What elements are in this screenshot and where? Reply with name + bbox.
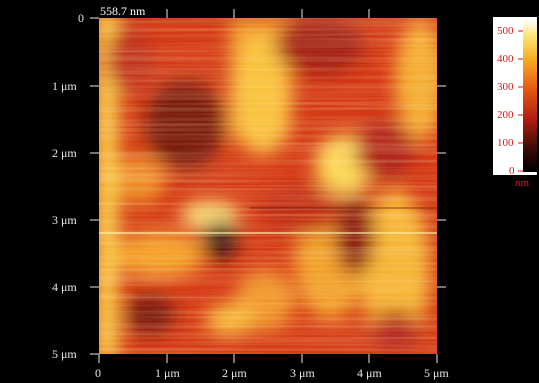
y-tick-label: 5 μm: [52, 347, 77, 361]
x-tick-label: 0: [95, 366, 101, 380]
max-height-label: 558.7 nm: [100, 4, 146, 18]
y-tick-label: 1 μm: [52, 79, 77, 93]
y-tick-label: 4 μm: [52, 280, 77, 294]
x-tick-label: 3 μm: [290, 366, 315, 380]
colorbar: [493, 17, 537, 175]
x-tick-label: 2 μm: [222, 366, 247, 380]
colorbar-tick-label: 400: [497, 53, 514, 65]
y-tick-label: 0: [78, 11, 84, 25]
y-tick-label: 3 μm: [52, 213, 77, 227]
colorbar-tick-label: 100: [497, 137, 514, 149]
colorbar-tick-label: 0: [509, 165, 515, 177]
x-tick-label: 1 μm: [155, 366, 180, 380]
x-tick-label: 4 μm: [357, 366, 382, 380]
colorbar-tick-label: 300: [497, 81, 514, 93]
image-ticks: [90, 9, 446, 363]
colorbar-tick-label: 500: [497, 25, 514, 37]
height-map-image: [99, 18, 437, 354]
colorbar-tick-label: 200: [497, 109, 514, 121]
x-tick-label: 5 μm: [424, 366, 449, 380]
y-tick-label: 2 μm: [52, 146, 77, 160]
colorbar-unit: nm: [515, 177, 530, 189]
